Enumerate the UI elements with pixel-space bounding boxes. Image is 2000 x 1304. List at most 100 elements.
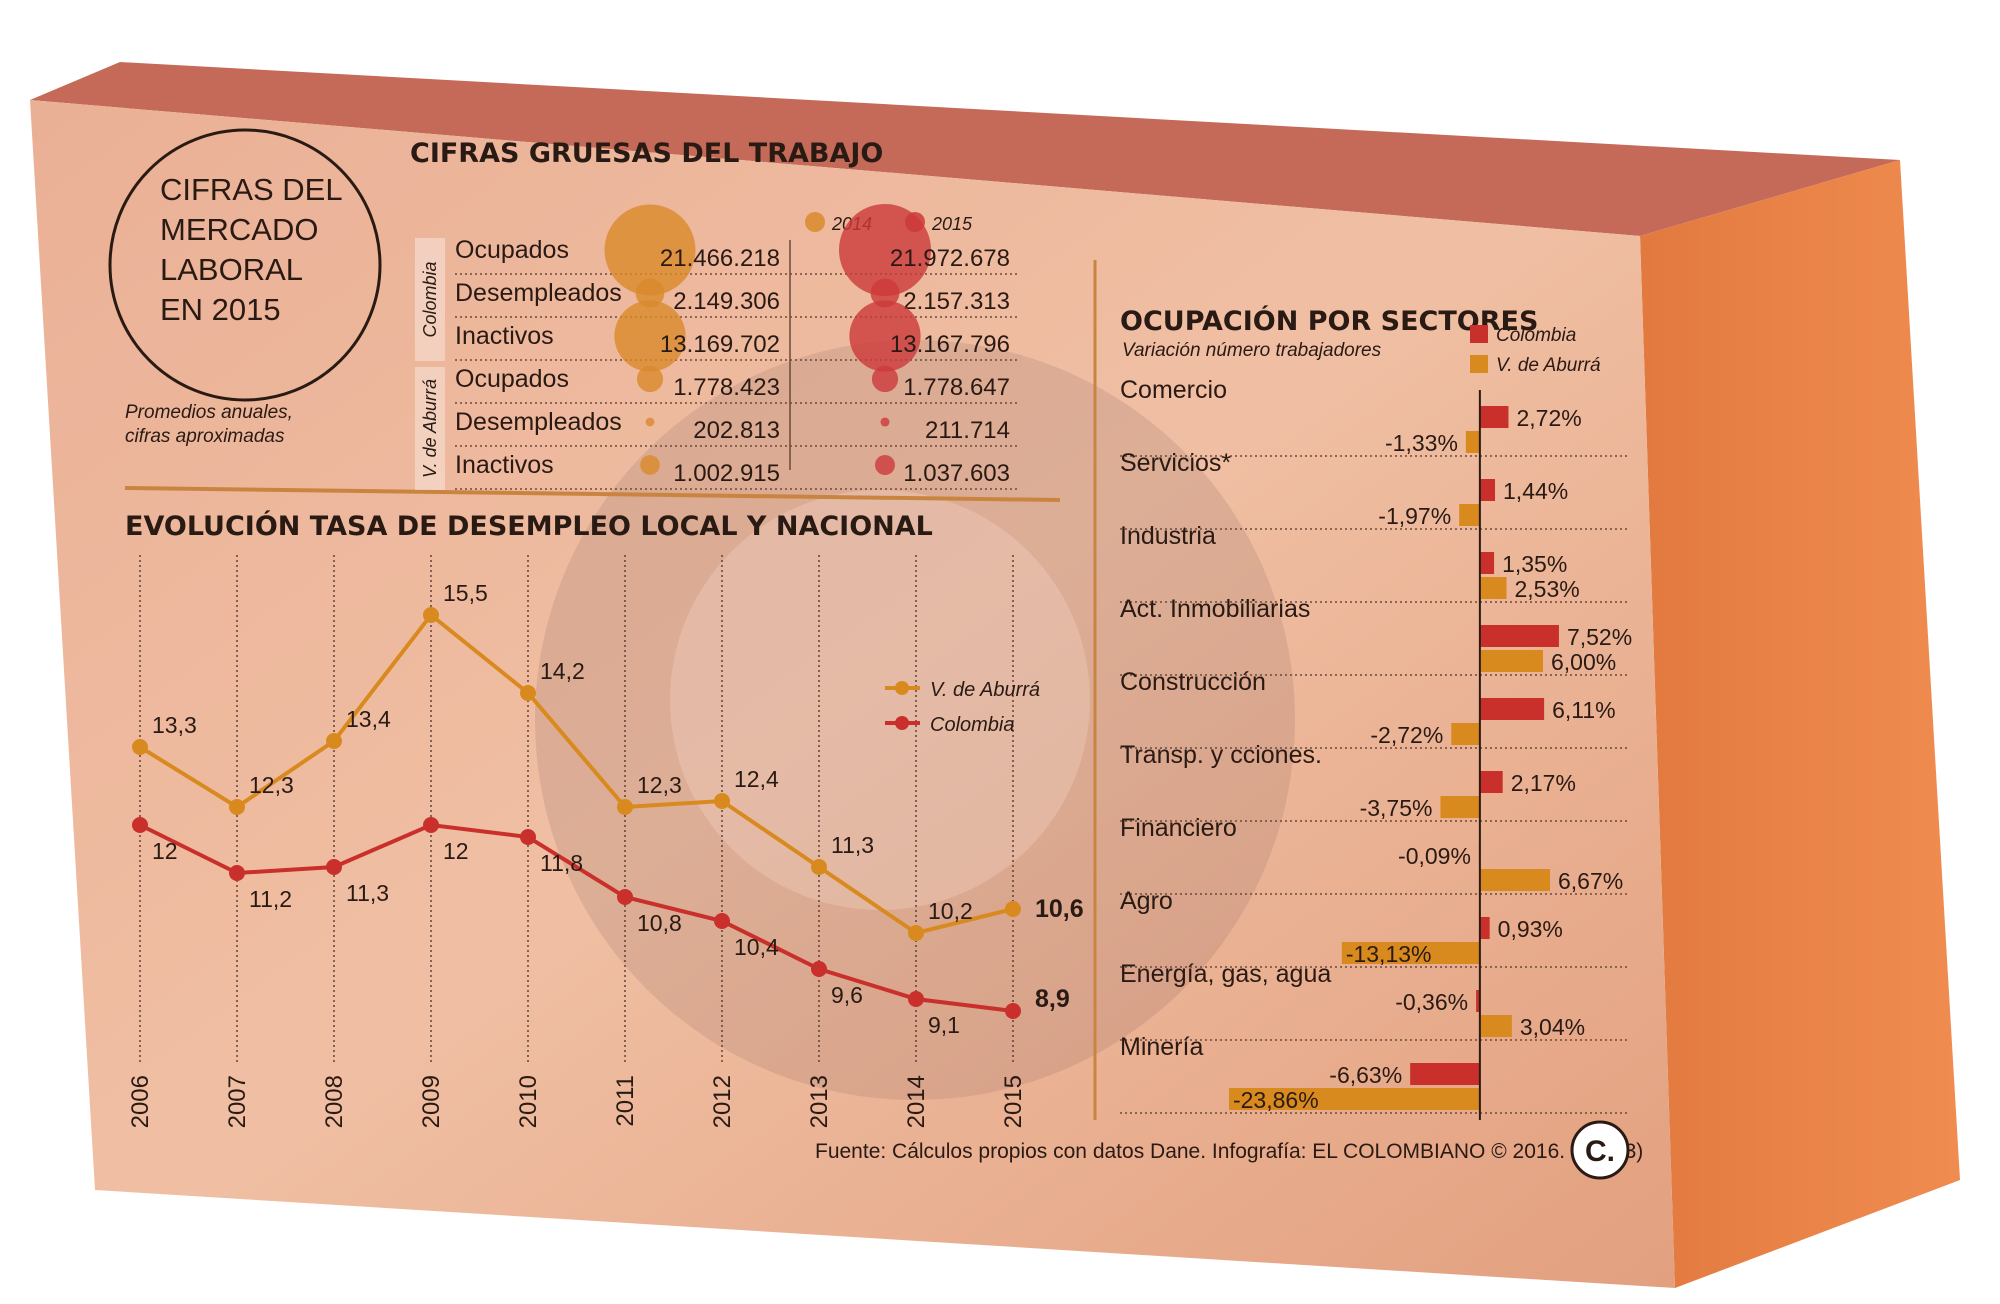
chart-title: CIFRAS GRUESAS DEL TRABAJO: [410, 138, 883, 169]
value-label: 12,4: [734, 766, 779, 792]
value-label: 12: [443, 838, 469, 864]
bubble: [870, 278, 900, 308]
note: Promedios anuales,: [125, 402, 293, 423]
point: [811, 859, 827, 875]
chart-subtitle: Variación número trabajadores: [1122, 340, 1382, 361]
group-label: Colombia: [420, 261, 440, 337]
x-tick-label: 2010: [515, 1075, 542, 1128]
logo-text: C.: [1585, 1135, 1615, 1168]
value-label: 2,53%: [1514, 576, 1579, 602]
bubble: [645, 417, 655, 427]
group-label: V. de Aburrá: [420, 379, 440, 478]
value-label: 10,6: [1035, 895, 1084, 923]
bubble: [871, 365, 899, 393]
row-label: Inactivos: [455, 322, 554, 350]
legend-label: V. de Aburrá: [1496, 355, 1601, 376]
value-label: 11,8: [540, 850, 583, 876]
watermark: [535, 340, 1295, 1100]
main-title: CIFRAS DEL: [160, 172, 343, 207]
point: [617, 799, 633, 815]
bar: [1451, 723, 1480, 745]
bar: [1476, 990, 1480, 1012]
value-label: 10,2: [928, 898, 973, 924]
value-label: 15,5: [443, 580, 488, 606]
point: [520, 829, 536, 845]
value-label: 13,3: [152, 712, 197, 738]
value-label: 0,93%: [1498, 916, 1563, 942]
legend-swatch: [1470, 355, 1488, 373]
value-label: -2,72%: [1370, 722, 1443, 748]
bubble: [636, 365, 664, 393]
note: cifras aproximadas: [125, 426, 285, 447]
point: [132, 739, 148, 755]
brick-side: [1640, 160, 1960, 1288]
point: [423, 817, 439, 833]
point: [714, 913, 730, 929]
value-label: -0,09%: [1398, 843, 1471, 869]
bubble: [880, 417, 890, 427]
bar: [1479, 479, 1496, 501]
value-label: 21.466.218: [660, 245, 780, 272]
divider: [124, 486, 1061, 502]
value-label: 13,4: [346, 706, 391, 732]
point: [908, 991, 924, 1007]
value-label: 1,35%: [1502, 551, 1567, 577]
point: [811, 961, 827, 977]
bar: [1228, 1088, 1480, 1110]
point: [714, 793, 730, 809]
brick-top: [30, 62, 1900, 236]
chart-title: EVOLUCIÓN TASA DE DESEMPLEO LOCAL Y NACI…: [125, 510, 933, 542]
watermark-inner: [670, 490, 1090, 910]
value-label: 1.037.603: [903, 460, 1010, 487]
value-label: 12,3: [637, 772, 682, 798]
value-label: 10,4: [734, 934, 779, 960]
value-label: 11,3: [346, 880, 389, 906]
bar: [1465, 431, 1480, 453]
value-label: 8,9: [1035, 985, 1070, 1013]
value-label: -23,86%: [1233, 1087, 1319, 1113]
legend-label: Colombia: [1496, 325, 1576, 346]
bubble: [614, 300, 686, 372]
legend-swatch: [895, 716, 909, 730]
bubble: [849, 300, 921, 372]
bubble: [839, 204, 931, 296]
category-label: Financiero: [1120, 814, 1237, 842]
bar: [1479, 577, 1507, 599]
row-label: Ocupados: [455, 365, 569, 393]
value-label: 3,04%: [1520, 1014, 1585, 1040]
value-label: -0,36%: [1395, 989, 1468, 1015]
main-title: EN 2015: [160, 292, 281, 327]
category-label: Energía, gas, agua: [1120, 960, 1331, 988]
group-band: [415, 367, 445, 490]
point: [326, 733, 342, 749]
row-label: Desempleados: [455, 279, 622, 307]
logo: [1570, 1120, 1630, 1180]
value-label: 6,11%: [1552, 697, 1616, 723]
bar: [1479, 406, 1509, 428]
value-label: 202.813: [693, 417, 780, 444]
value-label: 2.157.313: [903, 288, 1010, 315]
value-label: 9,6: [831, 982, 863, 1008]
value-label: -3,75%: [1360, 795, 1433, 821]
x-tick-label: 2015: [1000, 1075, 1027, 1128]
value-label: 14,2: [540, 658, 585, 684]
x-tick-label: 2012: [709, 1075, 736, 1128]
main-title: LABORAL: [160, 252, 303, 287]
category-label: Transp. y cciones.: [1120, 741, 1322, 769]
x-tick-label: 2011: [612, 1075, 639, 1127]
point: [1005, 1003, 1021, 1019]
bar: [1341, 942, 1480, 964]
x-tick-label: 2014: [903, 1075, 930, 1128]
category-label: Agro: [1120, 887, 1173, 915]
category-label: Comercio: [1120, 376, 1227, 404]
bubble: [635, 278, 665, 308]
bar: [1440, 796, 1480, 818]
group-band: [415, 238, 445, 361]
bar: [1479, 1015, 1512, 1037]
value-label: -1,33%: [1385, 430, 1458, 456]
value-label: 1.002.915: [673, 460, 780, 487]
value-label: 211.714: [925, 417, 1010, 444]
value-label: 9,1: [928, 1012, 960, 1038]
legend-label: 2015: [931, 214, 973, 234]
